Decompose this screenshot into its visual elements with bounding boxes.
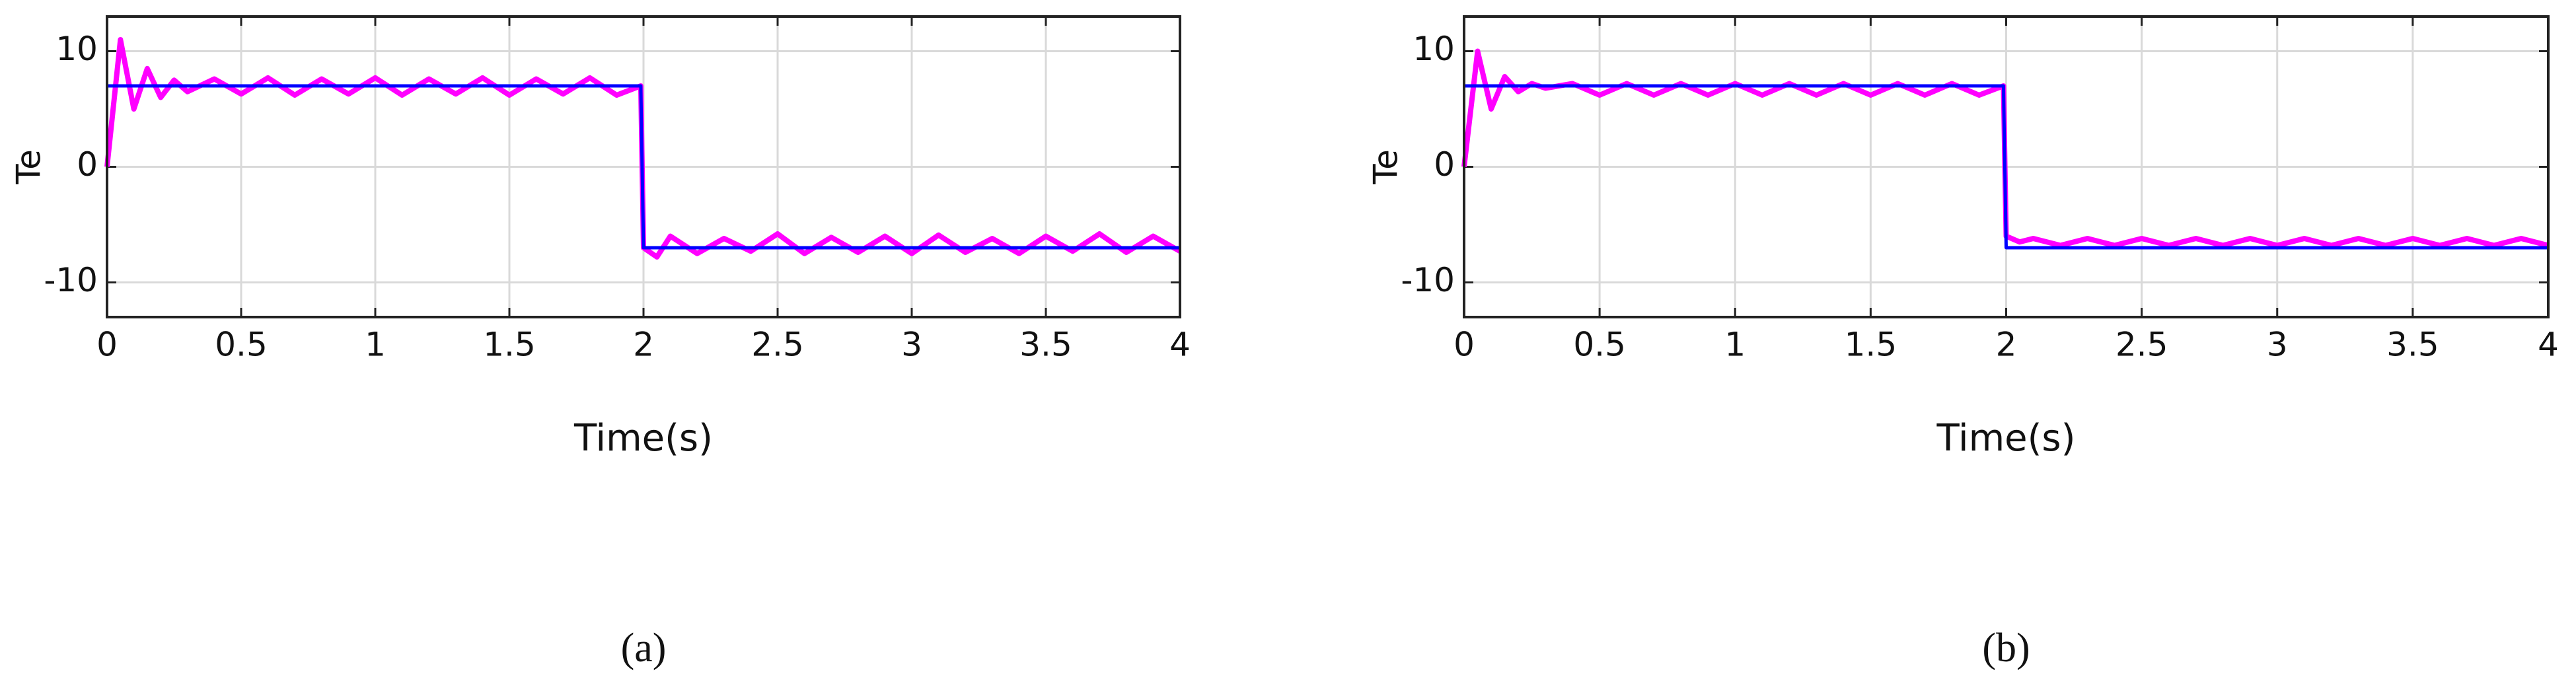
series-line	[1464, 84, 2548, 250]
x-tick-label: 1	[365, 326, 386, 364]
series-line	[107, 84, 1180, 250]
x-tick-label: 1	[1724, 326, 1746, 364]
x-tick-label: 0	[1454, 326, 1475, 364]
x-tick-label: 0.5	[1573, 326, 1626, 364]
series-line	[1461, 48, 2549, 248]
x-tick-label: 2	[1996, 326, 2017, 364]
x-tick-label: 2.5	[751, 326, 804, 364]
x-axis-label: Time(s)	[573, 417, 713, 460]
x-axis-label: Time(s)	[1936, 417, 2076, 460]
x-tick-label: 0.5	[215, 326, 268, 364]
y-tick-label: 0	[1434, 145, 1455, 184]
caption: (a)	[621, 626, 667, 671]
y-tick-label: 10	[55, 30, 98, 68]
y-tick-label: -10	[44, 261, 98, 299]
y-tick-label: 0	[77, 145, 98, 184]
y-tick-label: -10	[1401, 261, 1455, 299]
x-tick-label: 3	[901, 326, 922, 364]
x-tick-label: 3.5	[1019, 326, 1072, 364]
y-tick-label: 10	[1413, 30, 1455, 68]
x-tick-label: 1.5	[1845, 326, 1897, 364]
x-tick-label: 4	[1169, 326, 1191, 364]
caption: (b)	[1982, 626, 2030, 671]
x-tick-label: 3	[2267, 326, 2288, 364]
x-tick-label: 3.5	[2386, 326, 2439, 364]
x-tick-label: 1.5	[483, 326, 536, 364]
x-tick-label: 0	[96, 326, 118, 364]
plot-frame	[1463, 15, 2550, 318]
x-tick-label: 2	[633, 326, 654, 364]
y-axis-label: Te	[10, 149, 48, 185]
plot-frame	[106, 15, 1181, 318]
x-tick-label: 2.5	[2116, 326, 2168, 364]
x-tick-label: 4	[2538, 326, 2559, 364]
y-axis-label: Te	[1367, 149, 1405, 185]
